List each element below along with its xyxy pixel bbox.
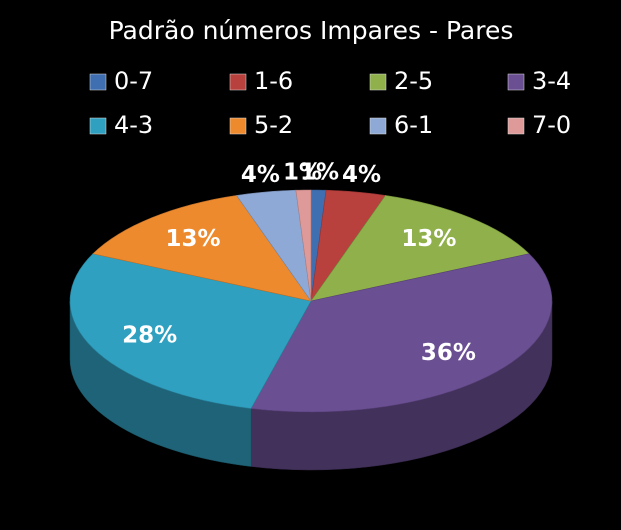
legend-swatch — [229, 73, 247, 91]
legend-label: 3-4 — [532, 67, 571, 95]
legend-swatch — [369, 73, 387, 91]
data-label: 4% — [241, 162, 280, 188]
chart-title: Padrão números Impares - Pares — [109, 16, 514, 45]
legend-swatch — [507, 73, 525, 91]
slice — [250, 253, 553, 413]
legend-label: 0-7 — [114, 67, 153, 95]
pie-tops — [69, 189, 553, 413]
legend-label: 4-3 — [114, 111, 153, 139]
data-label: 1% — [300, 160, 339, 186]
slice — [295, 189, 312, 302]
legend-label: 5-2 — [254, 111, 293, 139]
legend-label: 2-5 — [394, 67, 433, 95]
slice — [69, 253, 312, 409]
legend-label: 6-1 — [394, 111, 433, 139]
legend-swatch — [89, 117, 107, 135]
slice — [92, 195, 312, 302]
data-label: 36% — [421, 340, 476, 366]
legend-label: 1-6 — [254, 67, 293, 95]
slice — [310, 189, 386, 302]
legend-swatch — [229, 117, 247, 135]
legend-swatch — [89, 73, 107, 91]
legend-swatch — [507, 117, 525, 135]
data-label: 28% — [122, 322, 177, 348]
slice — [310, 195, 530, 302]
legend-label: 7-0 — [532, 111, 571, 139]
data-label: 13% — [401, 226, 456, 252]
data-label: 4% — [342, 162, 381, 188]
legend-swatch — [369, 117, 387, 135]
slice — [236, 189, 312, 302]
data-label: 1% — [283, 160, 322, 186]
data-label: 13% — [166, 226, 221, 252]
